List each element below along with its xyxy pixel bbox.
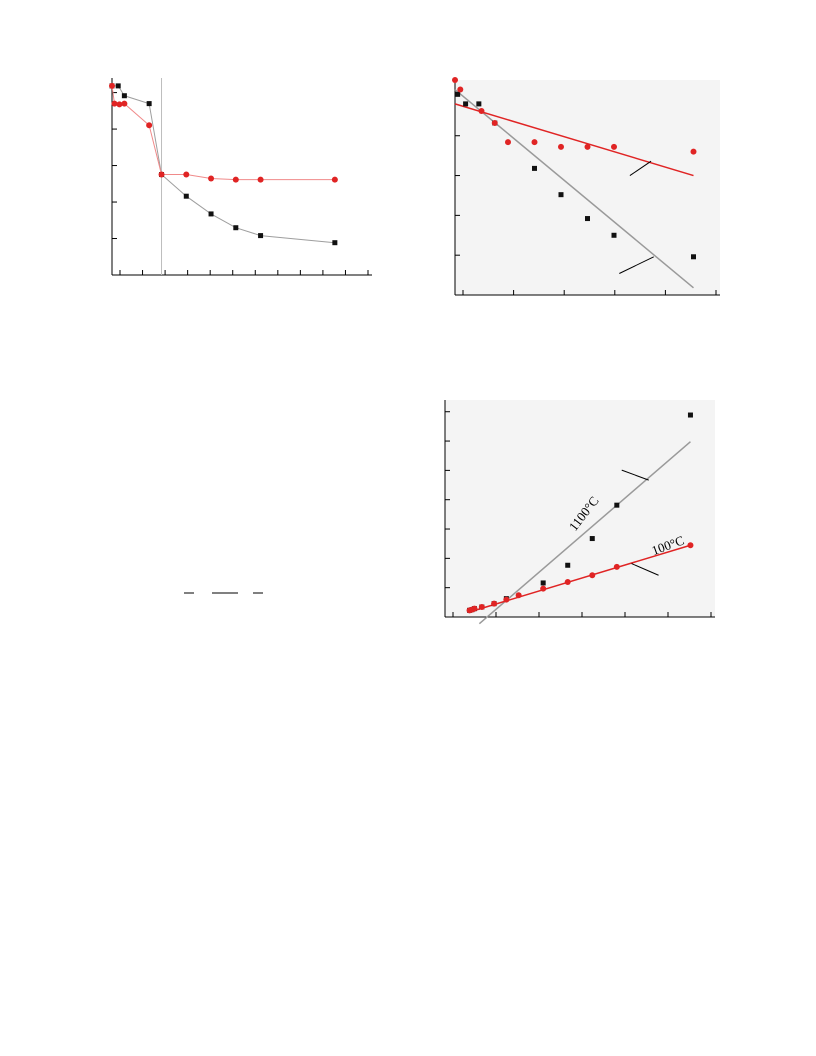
fraction-bar-fragment bbox=[180, 585, 270, 597]
data-point-square bbox=[208, 211, 214, 217]
data-point-circle bbox=[687, 542, 694, 549]
plot-panel-left-top bbox=[92, 70, 382, 285]
plot-panel-right-top bbox=[420, 70, 725, 305]
chart-decreasing-fit bbox=[452, 77, 720, 296]
data-point-square bbox=[614, 502, 620, 508]
data-point-square bbox=[565, 562, 571, 568]
data-point-circle bbox=[611, 143, 617, 150]
data-point-square bbox=[463, 101, 469, 107]
data-point-circle bbox=[457, 86, 464, 93]
data-point-circle bbox=[478, 108, 485, 115]
data-point-circle bbox=[584, 143, 591, 150]
data-point-circle bbox=[515, 592, 522, 599]
data-point-circle bbox=[478, 603, 485, 610]
data-point-square bbox=[691, 254, 696, 260]
data-point-square bbox=[233, 225, 239, 231]
data-point-circle bbox=[183, 171, 190, 178]
data-point-square bbox=[585, 216, 590, 222]
data-point-circle bbox=[505, 139, 511, 146]
data-point-square bbox=[589, 536, 595, 542]
data-point-circle bbox=[558, 143, 564, 150]
data-point-circle bbox=[331, 176, 338, 183]
data-point-circle bbox=[471, 605, 478, 612]
data-point-circle bbox=[257, 176, 264, 183]
data-point-circle bbox=[116, 101, 123, 108]
data-point-circle bbox=[589, 572, 596, 579]
data-point-square bbox=[532, 165, 537, 171]
fraction-bars bbox=[184, 592, 263, 594]
data-point-circle bbox=[531, 139, 538, 146]
data-point-circle bbox=[208, 175, 215, 182]
data-point-circle bbox=[503, 596, 510, 603]
data-point-circle bbox=[452, 77, 458, 83]
data-point-circle bbox=[491, 600, 498, 607]
data-point-square bbox=[476, 101, 482, 107]
label-leader-line bbox=[631, 563, 659, 576]
data-point-circle bbox=[540, 585, 547, 592]
data-point-square bbox=[183, 193, 189, 199]
fit-line bbox=[454, 103, 694, 177]
plot-area-background bbox=[455, 80, 720, 295]
data-point-circle bbox=[121, 100, 128, 107]
data-point-circle bbox=[111, 100, 118, 107]
data-point-square bbox=[146, 101, 152, 107]
series-connector-line bbox=[111, 85, 335, 181]
data-point-circle bbox=[564, 578, 571, 585]
data-point-circle bbox=[491, 120, 498, 126]
series-connector-line bbox=[112, 85, 335, 244]
data-point-circle bbox=[690, 148, 697, 155]
data-point-square bbox=[332, 240, 338, 246]
data-point-square bbox=[611, 232, 617, 238]
data-point-circle bbox=[613, 563, 620, 570]
data-point-square bbox=[455, 91, 461, 97]
fit-line bbox=[478, 441, 691, 625]
chart-decay-steps bbox=[109, 78, 372, 276]
label-leader-line bbox=[621, 469, 649, 481]
data-point-square bbox=[115, 83, 121, 89]
data-point-square bbox=[558, 192, 564, 198]
data-point-circle bbox=[232, 176, 239, 183]
data-point-square bbox=[258, 233, 264, 239]
data-point-square bbox=[121, 93, 127, 99]
label-leader-line bbox=[629, 160, 652, 176]
label-leader-line bbox=[619, 256, 654, 274]
data-point-circle bbox=[146, 122, 153, 129]
data-point-circle bbox=[109, 82, 115, 89]
plot-panel-right-bottom: 1100°C 100°C bbox=[430, 395, 725, 630]
data-point-circle bbox=[158, 171, 165, 178]
plot-area-background bbox=[445, 400, 715, 617]
data-point-square bbox=[687, 412, 693, 418]
data-point-square bbox=[540, 580, 546, 586]
